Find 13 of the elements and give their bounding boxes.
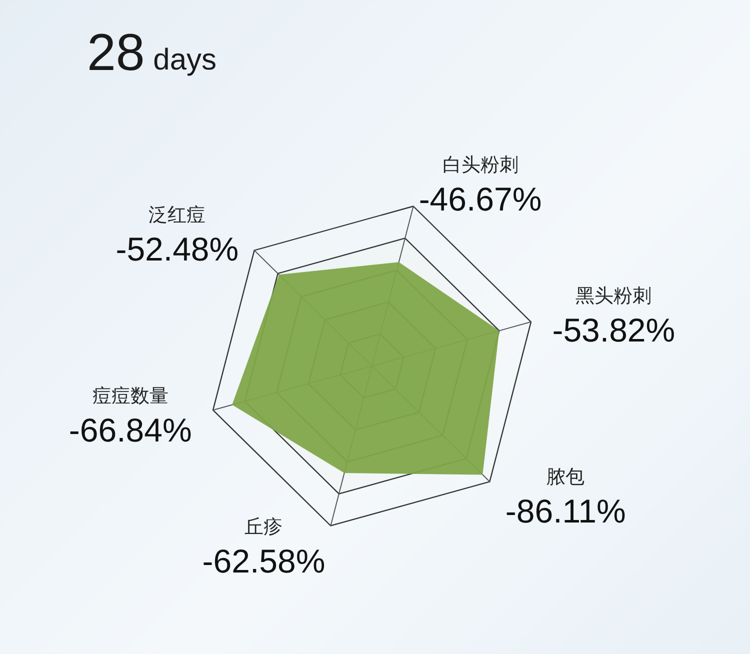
spoke-label: 白头粉刺 xyxy=(442,154,518,176)
spoke-label: 丘疹 xyxy=(244,516,283,538)
text: -66.84% xyxy=(68,411,192,448)
text: -46.67% xyxy=(418,180,542,218)
spoke-label: 脓包 xyxy=(546,466,585,488)
text: -53.82% xyxy=(552,312,676,349)
text: -62.58% xyxy=(202,542,326,580)
spoke-label: 痘痘数量 xyxy=(92,384,168,407)
spoke-label: 泛红痘 xyxy=(148,204,206,226)
chart-title: 28 days xyxy=(87,24,217,82)
spoke-label: 黑头粉刺 xyxy=(576,285,652,308)
text: -86.11% xyxy=(505,492,626,530)
text: -52.48% xyxy=(116,230,239,268)
